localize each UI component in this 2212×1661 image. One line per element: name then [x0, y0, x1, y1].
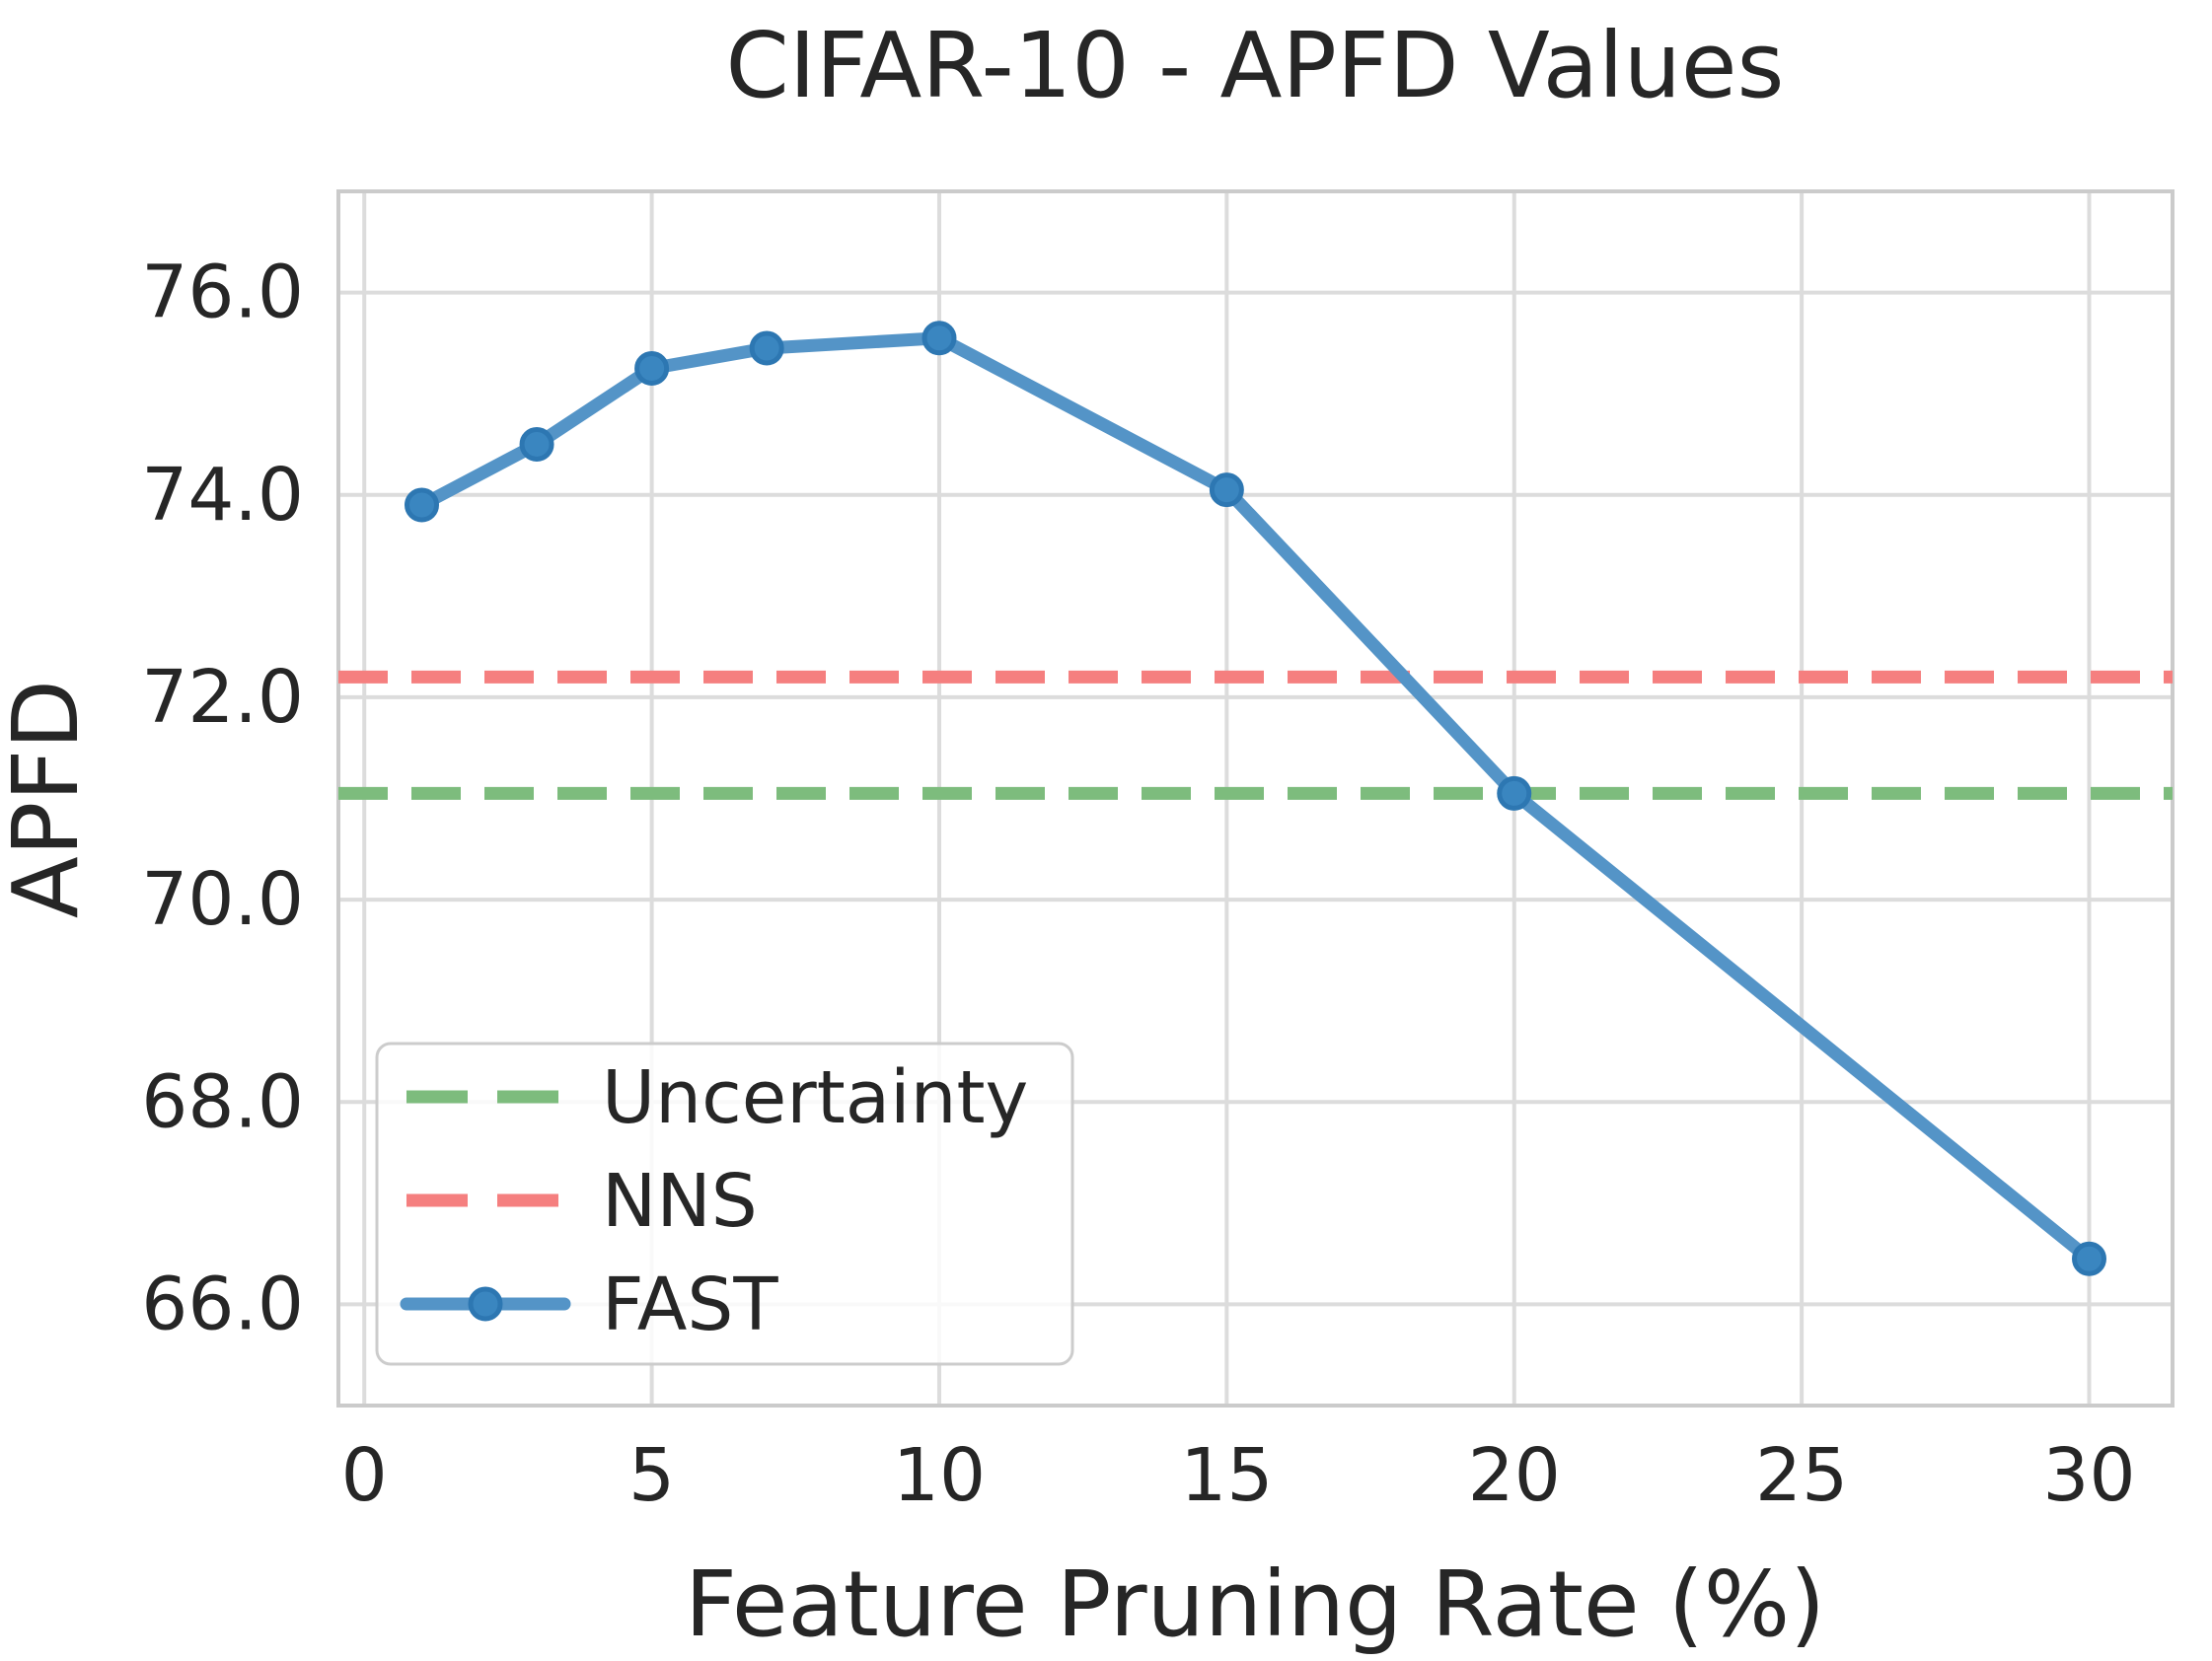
- legend-label: FAST: [602, 1263, 778, 1347]
- y-tick-label: 74.0: [141, 453, 304, 538]
- y-axis-label: APFD: [0, 680, 99, 918]
- x-tick-labels: 0 5 10 15 20 25 30: [341, 1433, 2136, 1518]
- data-point-marker: [749, 330, 784, 366]
- data-point-marker: [1497, 775, 1532, 811]
- data-point-marker: [1209, 472, 1244, 508]
- legend-item-fast: FAST: [400, 1263, 778, 1347]
- legend-handle-marker: [468, 1286, 503, 1322]
- data-point-marker: [519, 426, 554, 462]
- legend-item-uncertainty: Uncertainty: [406, 1055, 1028, 1140]
- x-tick-label: 25: [1755, 1433, 1848, 1518]
- fast-line: [415, 331, 2096, 1265]
- data-point-marker: [405, 487, 439, 523]
- series-layer: [338, 321, 2173, 1276]
- y-tick-label: 68.0: [141, 1059, 304, 1144]
- y-tick-labels: 66.0 68.0 70.0 72.0 74.0 76.0: [141, 251, 304, 1347]
- x-tick-label: 10: [893, 1433, 986, 1518]
- x-axis-label: Feature Pruning Rate (%): [685, 1552, 1825, 1657]
- y-tick-label: 76.0: [141, 251, 304, 335]
- y-tick-label: 72.0: [141, 655, 304, 740]
- x-tick-label: 0: [341, 1433, 388, 1518]
- data-point-marker: [2072, 1241, 2106, 1276]
- legend-item-nns: NNS: [406, 1159, 758, 1244]
- y-tick-label: 70.0: [141, 857, 304, 942]
- x-tick-label: 15: [1180, 1433, 1273, 1518]
- data-point-marker: [634, 351, 670, 387]
- chart-title: CIFAR-10 - APFD Values: [726, 13, 1785, 118]
- legend: Uncertainty NNS FAST: [375, 1042, 1074, 1366]
- y-tick-label: 66.0: [141, 1263, 304, 1347]
- x-tick-label: 20: [1468, 1433, 1561, 1518]
- legend-label: Uncertainty: [602, 1055, 1028, 1140]
- legend-box: [375, 1042, 1074, 1366]
- legend-label: NNS: [602, 1159, 758, 1244]
- data-point-marker: [922, 321, 957, 356]
- x-tick-label: 5: [628, 1433, 675, 1518]
- x-tick-label: 30: [2042, 1433, 2135, 1518]
